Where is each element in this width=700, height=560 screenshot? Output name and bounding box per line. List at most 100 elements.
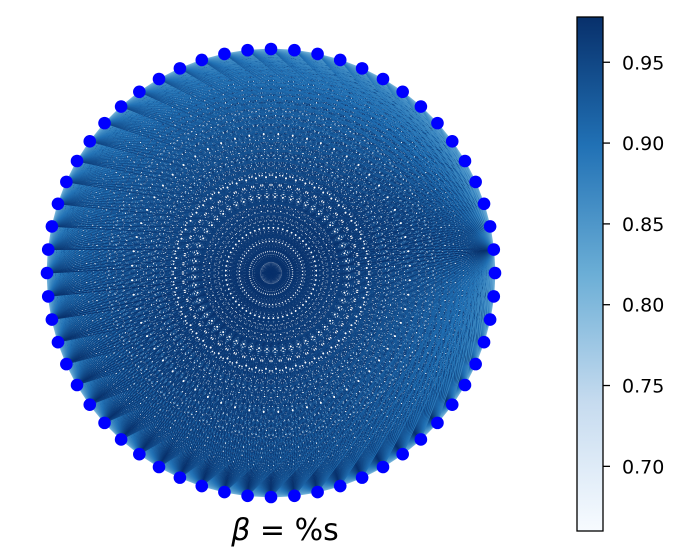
network-edge: [57, 203, 494, 251]
network-edge: [51, 225, 494, 251]
network-edge: [48, 249, 494, 297]
colorbar-tick-label: 0.70: [622, 456, 664, 478]
network-node: [114, 100, 128, 113]
network-edge: [247, 49, 453, 142]
network-edge: [120, 106, 491, 227]
network-node: [376, 72, 390, 86]
network-node: [431, 416, 444, 430]
network-edge: [294, 203, 485, 497]
network-node: [445, 135, 459, 148]
network-edge: [339, 59, 466, 162]
network-node: [173, 62, 187, 75]
network-edge: [179, 67, 494, 250]
network-node: [333, 479, 347, 493]
network-node: [41, 290, 55, 303]
network-edge: [48, 122, 438, 251]
network-node: [477, 197, 491, 211]
network-edge: [361, 68, 495, 250]
network-node: [376, 460, 390, 474]
network-node: [414, 433, 428, 446]
network-edge: [66, 249, 494, 365]
network-edge: [317, 53, 453, 142]
caption-rest: = %s: [250, 513, 338, 548]
network-node: [173, 471, 187, 484]
network-node: [98, 416, 111, 430]
network-edge: [104, 122, 494, 251]
network-edge: [224, 53, 438, 124]
network-edge: [224, 53, 491, 227]
network-node: [431, 116, 444, 130]
network-edge: [201, 59, 491, 227]
network-node: [264, 42, 278, 56]
network-edge: [66, 59, 341, 365]
network-edge: [224, 53, 485, 205]
network-edge: [317, 53, 491, 227]
network-node: [45, 313, 59, 326]
network-node: [477, 335, 491, 349]
network-edge: [270, 249, 495, 498]
network-node: [469, 175, 482, 189]
network-node: [458, 154, 472, 168]
network-edge: [224, 249, 495, 493]
network-edge: [270, 48, 466, 162]
network-edge: [420, 249, 495, 440]
network-edge: [57, 249, 494, 343]
network-edge: [294, 49, 495, 250]
network-edge: [475, 181, 495, 250]
network-edge: [57, 140, 453, 205]
network-edge: [179, 67, 485, 205]
network-edge: [57, 53, 225, 343]
network-edge: [247, 49, 495, 250]
network-edge: [120, 106, 494, 251]
network-edge: [76, 160, 485, 205]
network-node: [445, 398, 459, 411]
colorbar-tick-label: 0.80: [622, 295, 664, 317]
network-plot: [40, 42, 502, 504]
network-edge: [339, 249, 495, 487]
caption-symbol: β: [230, 513, 250, 548]
network-edge: [89, 140, 491, 227]
network-edge: [294, 249, 495, 497]
network-edge: [158, 78, 476, 183]
network-edge: [294, 49, 476, 183]
network-node: [83, 135, 97, 148]
network-edge: [47, 53, 318, 250]
network-edge: [317, 53, 495, 250]
network-edge: [437, 249, 495, 424]
network-node: [152, 460, 166, 474]
network-node: [487, 290, 501, 303]
network-edge: [89, 106, 421, 142]
network-edge: [139, 249, 494, 455]
network-edge: [76, 160, 494, 251]
network-edge: [201, 59, 466, 162]
network-node: [114, 433, 128, 446]
network-edge: [402, 91, 495, 250]
network-edge: [339, 226, 491, 487]
network-edge: [158, 78, 494, 250]
network-node: [41, 243, 55, 256]
network-edge: [247, 226, 491, 497]
network-node: [51, 335, 65, 349]
network-edge: [247, 249, 495, 497]
network-edge: [317, 249, 495, 493]
network-edge: [201, 249, 495, 487]
network-edge: [46, 49, 295, 274]
network-edge: [224, 53, 476, 183]
network-edge: [139, 91, 494, 250]
network-edge: [57, 68, 363, 343]
network-node: [264, 490, 278, 504]
network-edge: [247, 49, 485, 205]
network-edge: [104, 249, 494, 424]
network-edge: [270, 226, 491, 498]
network-edge: [121, 106, 453, 142]
plot-caption: β = %s: [230, 513, 339, 548]
network-node: [396, 447, 409, 461]
network-edge: [46, 106, 422, 274]
network-edge: [51, 122, 438, 227]
network-edge: [51, 249, 494, 321]
network-node: [51, 197, 65, 211]
network-node: [469, 357, 482, 371]
network-node: [70, 154, 84, 168]
network-node: [488, 266, 502, 280]
network-edge: [361, 68, 476, 183]
